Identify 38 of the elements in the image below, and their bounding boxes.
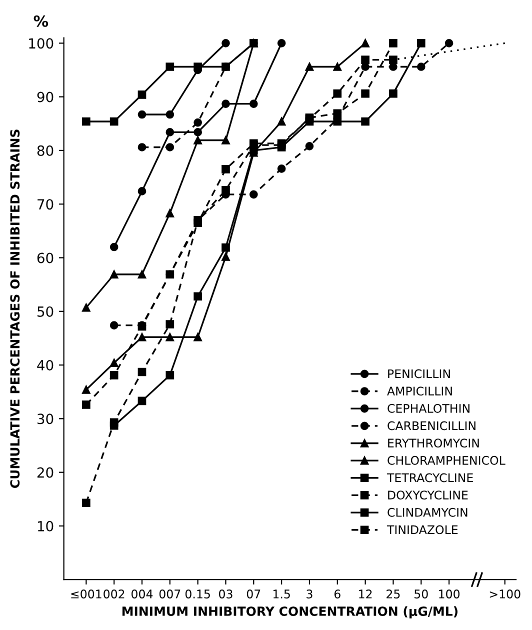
x-tick-label: 002 — [104, 590, 124, 598]
legend-label: ERYTHROMYCIN — [388, 438, 479, 448]
x-tick-label: 004 — [132, 590, 153, 598]
x-axis-title: MINIMUM INHIBITORY CONCENTRATION (μG/ML) — [122, 606, 458, 618]
x-tick-label: 100 — [439, 590, 460, 598]
legend-label: TINIDAZOLE — [386, 525, 458, 534]
y-tick-label: 40 — [37, 360, 54, 370]
legend-label: PENICILLIN — [388, 369, 450, 378]
text: % — [34, 15, 48, 27]
x-tick-label: 0.15 — [185, 590, 210, 598]
legend-label: CARBENICILLIN — [388, 421, 476, 430]
x-tick-label: 50 — [414, 590, 428, 598]
x-tick-label: 1.5 — [273, 590, 290, 598]
y-tick-label: 90 — [37, 92, 54, 102]
x-tick-label: 6 — [334, 590, 340, 598]
y-tick-label: 10 — [38, 520, 54, 532]
y-axis-title: CUMULATIVE PERCENTAGES OF INHIBITED STRAINS — [10, 130, 20, 488]
legend-label: CHLORAMPHENICOL — [388, 456, 506, 465]
x-tick-label: 03 — [219, 590, 232, 598]
y-tick-label: 70 — [38, 199, 54, 210]
x-tick-label: 25 — [386, 590, 400, 598]
y-tick-label: 50 — [38, 306, 54, 317]
y-tick-label: 60 — [37, 252, 54, 264]
x-tick-label: 3 — [306, 590, 312, 598]
y-tick-label: 100 — [29, 38, 54, 49]
x-tick-label: 12 — [359, 590, 372, 598]
legend-label: AMPICILLIN — [387, 386, 452, 396]
x-tick-label: 007 — [159, 590, 180, 598]
x-tick-label: ≤001 — [71, 590, 102, 598]
y-tick-label: 30 — [38, 414, 54, 424]
x-tick-label: 07 — [246, 590, 260, 598]
legend-label: TETRACYCLINE — [386, 473, 473, 482]
x-tick-label: >100 — [490, 590, 520, 598]
legend-label: DOXYCYCLINE — [388, 490, 468, 500]
legend-label: CEPHALOTHIN — [388, 404, 470, 413]
y-tick-label: 20 — [37, 467, 54, 478]
y-tick-label: 80 — [37, 145, 54, 156]
legend-label: CLINDAMYCIN — [388, 508, 468, 517]
